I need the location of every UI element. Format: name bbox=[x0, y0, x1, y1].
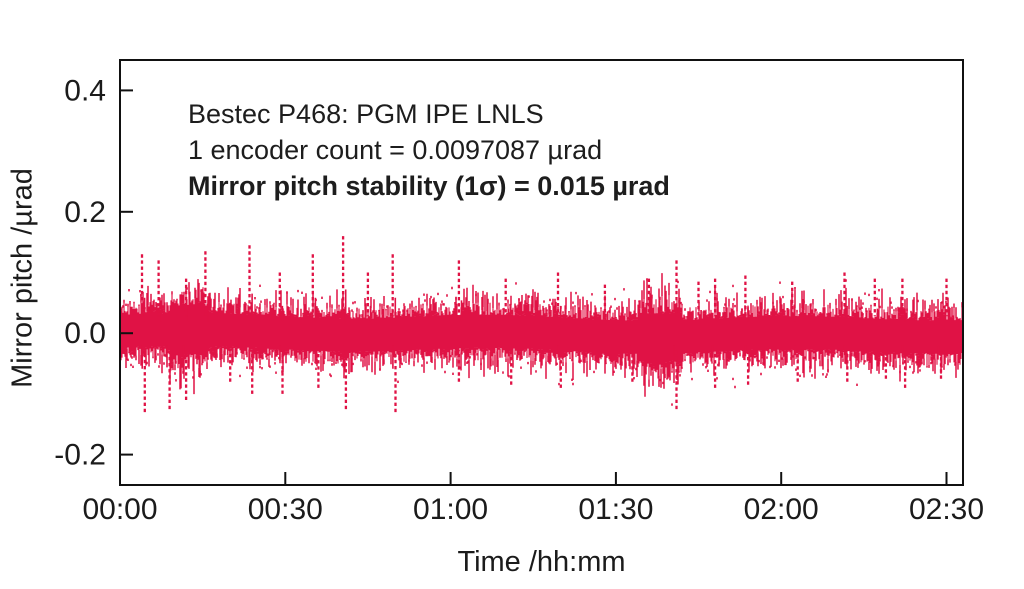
y-tick-label: 0.2 bbox=[64, 196, 106, 229]
x-tick-label: 02:00 bbox=[744, 493, 819, 526]
axes-frame bbox=[119, 59, 964, 486]
annotation-block: Bestec P468: PGM IPE LNLS 1 encoder coun… bbox=[188, 96, 670, 204]
x-tick-label: 00:30 bbox=[248, 493, 323, 526]
x-axis-label: Time /hh:mm bbox=[457, 546, 626, 578]
tick-labels: 0.4 0.2 0.0 -0.2 00:00 00:30 01:00 01:30 02:00 02… bbox=[54, 74, 984, 526]
y-tick-label: 0.4 bbox=[64, 74, 106, 107]
y-tick-label: -0.2 bbox=[54, 439, 106, 472]
noise-trace bbox=[120, 236, 963, 413]
x-tick-label: 02:30 bbox=[909, 493, 984, 526]
x-tick-label: 01:30 bbox=[578, 493, 653, 526]
annotation-instrument: Bestec P468: PGM IPE LNLS bbox=[188, 99, 544, 129]
annotation-encoder-count: 1 encoder count = 0.0097087 µrad bbox=[188, 135, 603, 165]
y-axis-label: Mirror pitch /µrad bbox=[6, 168, 39, 388]
x-tick-label: 01:00 bbox=[413, 493, 488, 526]
y-tick-label: 0.0 bbox=[64, 317, 106, 350]
annotation-stability-result: Mirror pitch stability (1σ) = 0.015 µrad bbox=[188, 171, 670, 201]
x-tick-label: 00:00 bbox=[82, 493, 157, 526]
